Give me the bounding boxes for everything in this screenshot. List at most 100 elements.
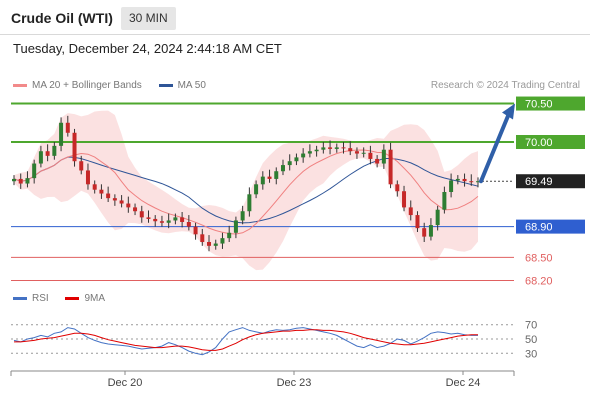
legend-item-ma50: MA 50	[158, 80, 206, 91]
candle-body	[368, 152, 373, 159]
bollinger-band	[14, 110, 478, 271]
candle-body	[220, 238, 225, 244]
legend-item-9ma: 9MA	[65, 293, 105, 304]
level-label-70-00: 70.00	[525, 137, 553, 149]
ma20-line	[13, 149, 479, 235]
candle-body	[139, 211, 144, 218]
candle-body	[18, 178, 23, 184]
main-legend: MA 20 + Bollinger Bands MA 50	[13, 80, 220, 91]
legend-swatch-9ma	[65, 296, 80, 300]
candle-body	[381, 149, 386, 164]
candle-body	[99, 189, 104, 194]
candle-body	[213, 243, 218, 246]
candle-body	[180, 217, 185, 222]
moving-average-layer	[13, 149, 479, 235]
candle-body	[193, 226, 198, 235]
legend-swatch-ma50	[158, 83, 173, 87]
candle-body	[146, 217, 151, 219]
candle-body	[462, 178, 467, 182]
rsi-legend: RSI 9MA	[13, 293, 119, 304]
candle-body	[402, 191, 407, 208]
rsi-panel: 70 50 30	[11, 320, 537, 360]
candle-body	[52, 145, 57, 156]
candle-body	[247, 194, 252, 212]
candle-body	[32, 163, 37, 179]
candle-body	[85, 170, 90, 185]
candle-body	[328, 147, 333, 149]
level-labels-layer: 70.50 70.00 69.49 68.90 68.50 68.20	[516, 96, 585, 287]
level-tag-70-50	[516, 96, 585, 111]
legend-swatch-rsi	[13, 296, 27, 300]
candle-body	[334, 147, 339, 149]
candle-body	[92, 184, 97, 190]
candle-body	[254, 184, 259, 195]
candle-body	[314, 149, 319, 152]
candle-body	[455, 178, 460, 181]
legend-item-ma20: MA 20 + Bollinger Bands	[13, 80, 142, 91]
last-price-label: 69.49	[525, 176, 553, 188]
candle-body	[45, 151, 50, 156]
rsi-9ma-line	[14, 329, 478, 351]
candle-body	[321, 147, 326, 150]
legend-label-ma20: MA 20 + Bollinger Bands	[32, 80, 142, 91]
candle-body	[173, 217, 178, 221]
candle-body	[354, 151, 359, 154]
candle-body	[227, 232, 232, 239]
candle-body	[375, 158, 380, 164]
candle-body	[72, 132, 77, 162]
candle-body	[207, 242, 212, 246]
candle-body	[435, 209, 440, 226]
candle-body	[301, 153, 306, 158]
legend-item-rsi: RSI	[13, 293, 49, 304]
header-divider	[0, 34, 590, 35]
legend-label-ma50: MA 50	[177, 80, 206, 91]
candle-body	[415, 215, 420, 229]
timestamp: Tuesday, December 24, 2024 2:44:18 AM CE…	[13, 41, 282, 56]
direction-arrow-head	[502, 103, 515, 120]
candle-body	[25, 178, 30, 184]
candle-body	[12, 178, 16, 182]
candle-body	[348, 148, 353, 152]
ma50-line	[13, 156, 479, 224]
legend-label-9ma: 9MA	[84, 293, 106, 304]
instrument-title: Crude Oil (WTI)	[11, 10, 113, 26]
x-tick-label: Dec 20	[108, 377, 143, 389]
x-tick-label: Dec 24	[446, 377, 481, 389]
candle-body	[341, 147, 346, 149]
level-label-68-20: 68.20	[525, 275, 553, 287]
rsi-level-label: 70	[525, 320, 537, 332]
candle-body	[294, 157, 299, 162]
candle-body	[361, 152, 366, 154]
candle-body	[240, 211, 245, 221]
level-label-68-50: 68.50	[525, 252, 553, 264]
legend-label-rsi: RSI	[32, 293, 49, 304]
candle-body	[112, 198, 117, 201]
candle-body	[422, 228, 427, 237]
candle-body	[469, 181, 474, 183]
candle-body	[59, 122, 64, 146]
interval-badge[interactable]: 30 MIN	[121, 7, 176, 30]
candle-body	[186, 222, 191, 227]
rsi-level-label: 30	[525, 348, 537, 360]
candle-body	[153, 218, 158, 222]
candle-body	[233, 220, 238, 233]
candle-body	[428, 225, 433, 237]
candle-body	[119, 200, 124, 204]
candle-body	[395, 184, 400, 192]
candle-body	[274, 171, 279, 179]
last-price-tag	[516, 174, 585, 189]
candle-body	[476, 181, 480, 183]
direction-arrow-shaft	[479, 111, 511, 184]
candle-body	[307, 151, 312, 154]
level-label-68-90: 68.90	[525, 222, 553, 234]
candle-body	[38, 151, 43, 164]
rsi-line	[13, 327, 478, 356]
candle-body	[267, 176, 272, 179]
x-tick-label: Dec 23	[277, 377, 312, 389]
level-tag-68-90	[516, 219, 585, 234]
candle-body	[126, 203, 131, 208]
candle-body	[449, 180, 454, 192]
candle-body	[442, 192, 447, 210]
level-tag-70-00	[516, 135, 585, 149]
